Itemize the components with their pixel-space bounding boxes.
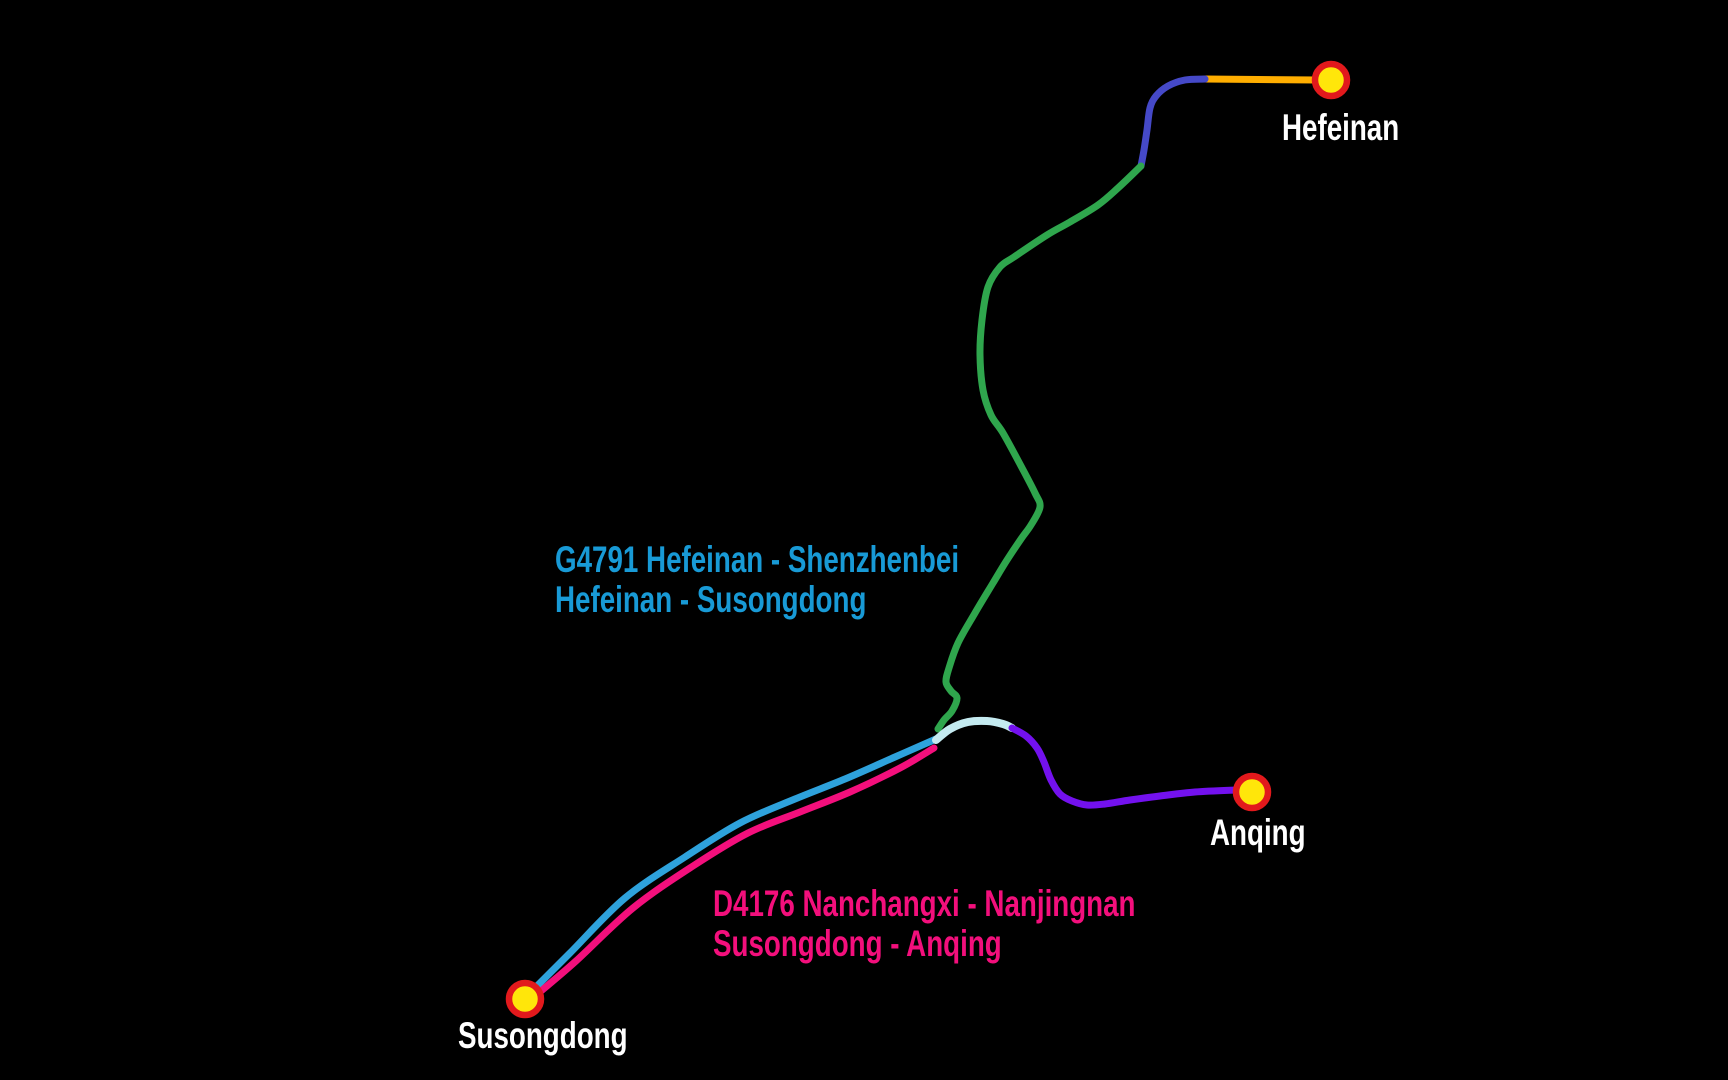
route-label-g4791: G4791 Hefeinan - Shenzhenbei Hefeinan - …: [555, 540, 959, 620]
station-label-hefeinan: Hefeinan: [1282, 107, 1400, 148]
route-label-d4176-line1: D4176 Nanchangxi - Nanjingnan: [713, 883, 1136, 924]
route-segment-hefeinan-terminal-orange: [1201, 75, 1320, 84]
route-segment-g4791-blue: [1137, 75, 1209, 170]
station-label-anqing: Anqing: [1210, 812, 1306, 853]
station-marker-anqing: [1232, 772, 1272, 812]
route-segment-d4176-pink-susongdong: [537, 744, 938, 995]
route-segment-g4791-green-trunk: [934, 162, 1145, 733]
route-label-d4176: D4176 Nanchangxi - Nanjingnan Susongdong…: [713, 884, 1136, 964]
route-label-g4791-line2: Hefeinan - Susongdong: [555, 579, 867, 620]
route-label-g4791-line1: G4791 Hefeinan - Shenzhenbei: [555, 539, 960, 580]
station-marker-hefeinan: [1311, 60, 1351, 100]
route-segment-g4791-cyan-susongdong: [533, 735, 940, 990]
station-label-susongdong: Susongdong: [458, 1015, 628, 1056]
route-label-d4176-line2: Susongdong - Anqing: [713, 923, 1002, 964]
station-marker-susongdong: [505, 979, 545, 1019]
route-segment-d4176-purple-anqing: [1008, 724, 1240, 809]
route-segment-junction-lightcyan: [932, 716, 1016, 744]
